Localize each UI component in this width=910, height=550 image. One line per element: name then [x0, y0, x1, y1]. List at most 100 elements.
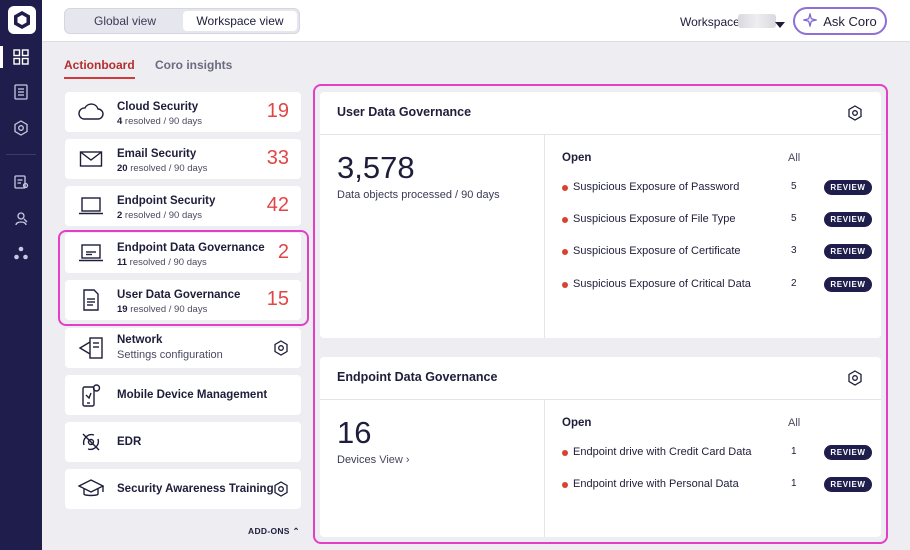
module-ticket-count: 15: [266, 288, 289, 310]
status-dot: [562, 217, 568, 223]
module-card-edr[interactable]: EDR: [65, 422, 301, 462]
module-card-security-awareness-training[interactable]: Security Awareness Training: [65, 469, 301, 509]
caret-down-icon[interactable]: [775, 16, 785, 34]
module-resolved-text: 20 resolved / 90 days: [117, 163, 208, 174]
view-devices-link[interactable]: View ›: [379, 454, 410, 466]
network-icon: [78, 336, 104, 360]
ticket-type-link[interactable]: Suspicious Exposure of Certificate: [573, 245, 741, 257]
panel-user-data-governance: User Data Governance 3,578 Data objects …: [320, 92, 881, 338]
module-title: Endpoint Data Governance: [117, 242, 265, 254]
panel-divider: [320, 134, 881, 135]
open-column-label: Open: [562, 417, 592, 429]
status-dot: [562, 185, 568, 191]
reports-icon[interactable]: [9, 170, 33, 194]
laptop-data-icon: [78, 241, 104, 265]
settings-hex-icon[interactable]: [847, 370, 863, 391]
workspace-view-option[interactable]: Workspace view: [183, 11, 297, 31]
review-button[interactable]: REVIEW: [824, 212, 872, 227]
user-security-icon[interactable]: [9, 206, 33, 230]
workspace-selector-value[interactable]: [738, 14, 776, 28]
ticket-count: 1: [791, 446, 797, 457]
module-card-endpoint-data-governance[interactable]: Endpoint Data Governance 11 resolved / 9…: [65, 233, 301, 273]
ticket-type-link[interactable]: Endpoint drive with Personal Data: [573, 478, 739, 490]
metric-value: 16: [337, 415, 372, 450]
connectors-icon[interactable]: [9, 241, 33, 265]
module-card-mobile-device-management[interactable]: Mobile Device Management: [65, 375, 301, 415]
selection-highlight-modules: [58, 230, 309, 326]
module-ticket-count: 19: [266, 100, 289, 122]
module-card-network[interactable]: Network Settings configuration: [65, 328, 301, 368]
list-item: Suspicious Exposure of File Type 5 REVIE…: [562, 212, 874, 228]
settings-hex-icon[interactable]: [847, 105, 863, 126]
status-dot: [562, 282, 568, 288]
module-resolved-text: 11 resolved / 90 days: [117, 257, 207, 268]
document-icon: [78, 288, 104, 312]
panel-endpoint-data-governance: Endpoint Data Governance 16 Devices View…: [320, 357, 881, 537]
metric-label: Devices View ›: [337, 454, 410, 466]
settings-hex-icon[interactable]: [9, 116, 33, 140]
module-title: Mobile Device Management: [117, 389, 268, 401]
module-title: Network: [117, 334, 163, 346]
ticket-type-link[interactable]: Endpoint drive with Credit Card Data: [573, 446, 752, 458]
graduation-cap-icon: [78, 477, 104, 501]
metric-label: Data objects processed / 90 days: [337, 189, 500, 201]
module-resolved-text: 19 resolved / 90 days: [117, 304, 208, 315]
ticket-count: 5: [791, 213, 797, 224]
module-title: Cloud Security: [117, 101, 199, 113]
module-title: Security Awareness Training: [117, 483, 274, 495]
ask-coro-button[interactable]: Ask Coro: [793, 7, 887, 35]
laptop-icon: [78, 194, 104, 218]
list-item: Endpoint drive with Personal Data 1 REVI…: [562, 477, 874, 493]
module-card-email-security[interactable]: Email Security 20 resolved / 90 days 33: [65, 139, 301, 179]
addons-toggle[interactable]: ADD-ONS ⌃: [248, 526, 300, 537]
settings-hex-icon[interactable]: [273, 340, 289, 361]
module-ticket-count: 2: [277, 241, 289, 263]
mobile-device-icon: [78, 383, 104, 407]
nav-divider: [6, 154, 36, 155]
settings-hex-icon[interactable]: [273, 481, 289, 502]
status-dot: [562, 450, 568, 456]
review-button[interactable]: REVIEW: [824, 180, 872, 195]
review-button[interactable]: REVIEW: [824, 445, 872, 460]
list-item: Endpoint drive with Credit Card Data 1 R…: [562, 445, 874, 461]
list-item: Suspicious Exposure of Password 5 REVIEW: [562, 180, 874, 196]
list-item: Suspicious Exposure of Certificate 3 REV…: [562, 244, 874, 260]
cloud-icon: [78, 100, 104, 124]
ticket-type-link[interactable]: Suspicious Exposure of File Type: [573, 213, 736, 225]
selection-highlight-panels: [313, 84, 888, 544]
panel-title: User Data Governance: [337, 105, 472, 119]
all-column-label: All: [788, 417, 801, 429]
module-card-user-data-governance[interactable]: User Data Governance 19 resolved / 90 da…: [65, 280, 301, 320]
global-view-option[interactable]: Global view: [93, 14, 157, 28]
status-dot: [562, 249, 568, 255]
module-card-endpoint-security[interactable]: Endpoint Security 2 resolved / 90 days 4…: [65, 186, 301, 226]
ticket-type-link[interactable]: Suspicious Exposure of Password: [573, 181, 740, 193]
review-button[interactable]: REVIEW: [824, 477, 872, 492]
review-button[interactable]: REVIEW: [824, 277, 872, 292]
addons-label: ADD-ONS: [248, 526, 290, 536]
chevron-up-icon: ⌃: [292, 526, 300, 536]
tab-actionboard[interactable]: Actionboard: [64, 58, 135, 79]
open-column-label: Open: [562, 152, 592, 164]
ticket-count: 3: [791, 245, 797, 256]
ticket-count: 1: [791, 478, 797, 489]
review-button[interactable]: REVIEW: [824, 244, 872, 259]
module-title: Email Security: [117, 148, 197, 160]
module-card-cloud-security[interactable]: Cloud Security 4 resolved / 90 days 19: [65, 92, 301, 132]
panel-divider: [544, 399, 545, 537]
edr-icon: [78, 430, 104, 454]
view-toggle: Global view Workspace view: [64, 8, 300, 34]
ask-coro-label: Ask Coro: [823, 13, 877, 29]
tickets-list-icon[interactable]: [9, 80, 33, 104]
nav-active-indicator: [0, 46, 3, 68]
ticket-type-link[interactable]: Suspicious Exposure of Critical Data: [573, 278, 751, 290]
sparkle-icon: [802, 11, 819, 30]
module-resolved-text: 2 resolved / 90 days: [117, 210, 203, 221]
metric-value: 3,578: [337, 150, 415, 185]
tab-coro-insights[interactable]: Coro insights: [155, 58, 233, 72]
module-subtitle: Settings configuration: [117, 349, 223, 361]
dashboard-icon[interactable]: [9, 45, 33, 69]
module-title: Endpoint Security: [117, 195, 216, 207]
coro-logo[interactable]: [8, 6, 36, 34]
panel-title: Endpoint Data Governance: [337, 370, 498, 384]
